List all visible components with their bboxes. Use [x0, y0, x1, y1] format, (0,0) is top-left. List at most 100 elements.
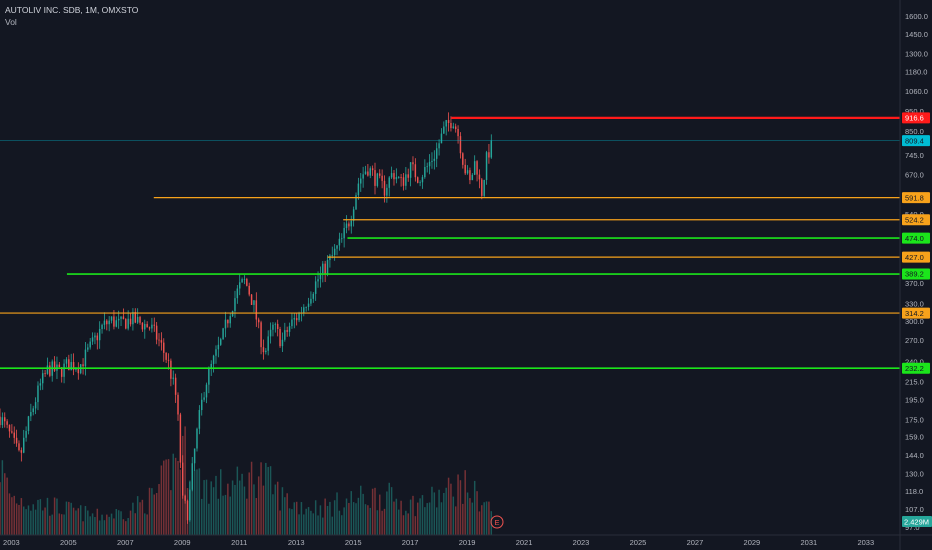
- level-tag-524.2: [902, 214, 930, 226]
- earnings-marker-icon[interactable]: [490, 515, 504, 529]
- volume-bar: [46, 497, 49, 535]
- volume-bar: [58, 513, 61, 535]
- candle-body: [343, 227, 345, 239]
- candle-body: [305, 306, 307, 308]
- candle-body: [151, 324, 153, 329]
- candle-body: [428, 161, 431, 167]
- y-tick-label: 107.0: [905, 505, 924, 514]
- volume-bar: [75, 510, 77, 535]
- candle-body: [136, 316, 139, 323]
- candle-body: [360, 178, 362, 184]
- volume-bar: [390, 487, 393, 535]
- volume-bar: [196, 469, 198, 535]
- y-tick-label: 745.0: [905, 151, 924, 160]
- candle-body: [60, 367, 63, 377]
- volume-bar: [362, 493, 364, 535]
- candle-body: [205, 384, 208, 398]
- y-tick-label: 850.0: [905, 127, 924, 136]
- candle-body: [87, 347, 89, 350]
- volume-bar: [371, 488, 374, 535]
- candle-body: [208, 368, 210, 385]
- level-tag-text: 524.2: [905, 215, 924, 224]
- candle-body: [319, 273, 322, 280]
- volume-bar: [117, 510, 120, 535]
- volume-bar: [203, 480, 205, 535]
- candle-body: [478, 174, 481, 180]
- candle-body: [450, 122, 452, 129]
- candle-body: [250, 294, 253, 305]
- volume-bar: [84, 506, 87, 535]
- y-tick-label: 175.0: [905, 415, 924, 424]
- volume-bar: [303, 514, 305, 535]
- x-tick-label: 2029: [744, 538, 761, 547]
- candle-body: [379, 173, 381, 176]
- volume-bar: [286, 493, 288, 535]
- x-tick-label: 2003: [3, 538, 20, 547]
- volume-bar: [310, 510, 312, 535]
- y-tick-label: 97.0: [905, 523, 920, 532]
- candle-body: [459, 136, 462, 154]
- volume-bar: [419, 498, 421, 535]
- candle-body: [386, 187, 388, 196]
- level-tag-text: 474.0: [905, 234, 924, 243]
- time-axis[interactable]: [0, 535, 932, 550]
- candle-body: [129, 318, 132, 325]
- candle-body: [236, 288, 239, 299]
- candle-body: [390, 173, 393, 178]
- last-price-tag: [902, 135, 930, 147]
- candle-body: [253, 300, 255, 305]
- candle-body: [217, 344, 220, 350]
- volume-bar: [464, 470, 466, 535]
- candle-body: [184, 495, 186, 501]
- x-tick-label: 2019: [459, 538, 476, 547]
- candle-body: [84, 349, 87, 367]
- x-tick-label: 2033: [857, 538, 874, 547]
- volume-bar: [191, 489, 193, 535]
- candle-body: [388, 177, 390, 188]
- candle-body: [34, 402, 37, 409]
- candle-body: [421, 177, 424, 183]
- candle-body: [355, 195, 357, 210]
- volume-bar: [276, 481, 279, 535]
- candle-body: [141, 322, 144, 330]
- x-tick-label: 2031: [801, 538, 818, 547]
- candle-body: [189, 489, 191, 521]
- volume-bar: [288, 508, 291, 535]
- candle-body: [163, 342, 165, 353]
- candle-body: [246, 278, 248, 286]
- candle-body: [407, 174, 409, 178]
- volume-bar: [198, 468, 201, 535]
- candle-body: [371, 168, 374, 171]
- candle-body: [452, 126, 455, 129]
- candle-body: [274, 323, 277, 325]
- volume-bar: [402, 515, 405, 535]
- candle-body: [333, 248, 336, 256]
- candle-body: [101, 324, 103, 330]
- candle-body: [265, 350, 267, 353]
- candle-body: [103, 320, 106, 325]
- volume-bar: [68, 501, 70, 535]
- candle-body: [298, 313, 300, 321]
- volume-bar: [1, 460, 4, 535]
- volume-bar: [483, 502, 485, 535]
- candle-body: [193, 448, 196, 464]
- volume-bar: [397, 509, 400, 535]
- volume-bar: [72, 507, 75, 535]
- candle-body: [186, 500, 189, 521]
- level-tag-text: 232.2: [905, 364, 924, 373]
- y-tick-label: 118.0: [905, 487, 923, 496]
- candle-body: [219, 339, 222, 345]
- volume-bar: [274, 484, 277, 535]
- candle-body: [144, 324, 146, 330]
- volume-bar: [20, 498, 23, 535]
- volume-bar: [217, 498, 220, 535]
- y-tick-label: 270.0: [905, 336, 924, 345]
- candle-body: [75, 369, 77, 370]
- volume-bar: [454, 506, 457, 535]
- volume-bar: [144, 513, 146, 535]
- candle-body: [89, 341, 91, 348]
- y-tick-label: 195.0: [905, 396, 924, 405]
- volume-bar: [352, 502, 355, 535]
- candle-body: [317, 279, 319, 282]
